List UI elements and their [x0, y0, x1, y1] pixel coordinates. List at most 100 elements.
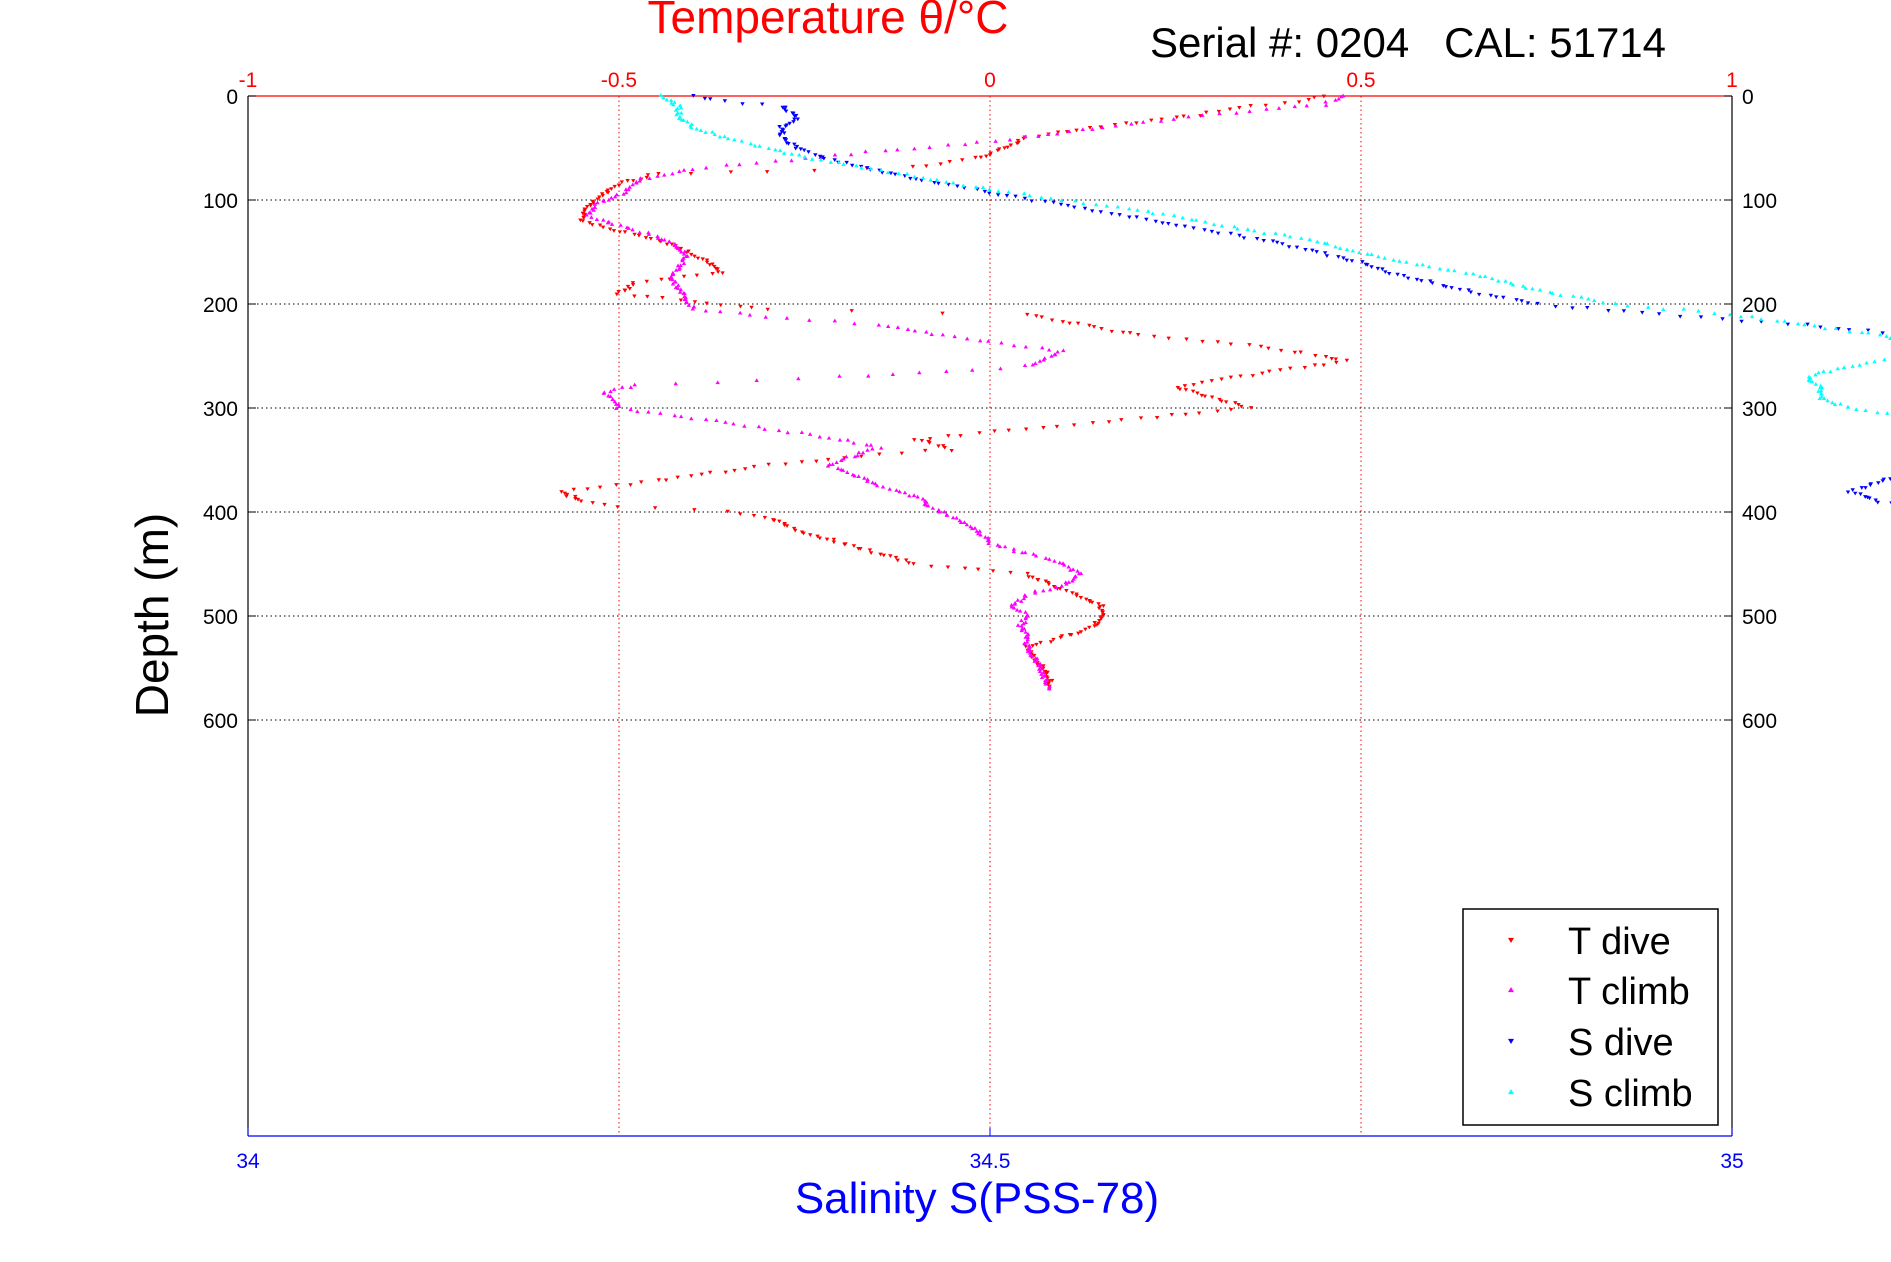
- data-point: [609, 195, 614, 200]
- data-point: [1822, 326, 1828, 331]
- data-point: [1816, 370, 1821, 375]
- data-point: [984, 154, 989, 159]
- data-point: [978, 532, 983, 537]
- data-point: [1298, 350, 1303, 355]
- data-point: [1043, 681, 1048, 686]
- data-point: [814, 459, 819, 464]
- data-point: [635, 409, 640, 414]
- data-point: [1656, 312, 1662, 316]
- data-point: [1739, 319, 1744, 324]
- data-point: [609, 222, 615, 226]
- data-point: [674, 112, 679, 117]
- data-point: [836, 160, 842, 165]
- data-point: [1191, 383, 1196, 387]
- data-point: [1215, 231, 1221, 236]
- data-point: [678, 298, 684, 303]
- data-point: [1248, 104, 1253, 108]
- data-point: [609, 187, 614, 192]
- data-point: [951, 180, 956, 185]
- data-point: [1158, 119, 1164, 123]
- data-point: [1087, 323, 1092, 328]
- data-point: [1100, 614, 1106, 619]
- data-point: [1414, 262, 1420, 267]
- data-point: [1880, 331, 1885, 336]
- data-point: [1022, 626, 1027, 631]
- data-point: [896, 171, 901, 176]
- data-point: [707, 470, 713, 475]
- data-point: [812, 168, 817, 173]
- data-point: [783, 109, 789, 114]
- data-point: [973, 155, 978, 160]
- data-point: [731, 421, 736, 426]
- data-point: [700, 257, 705, 262]
- data-point: [928, 177, 933, 182]
- data-point: [590, 223, 595, 227]
- data-point: [817, 434, 822, 439]
- data-point: [1036, 134, 1041, 138]
- data-point: [1712, 311, 1717, 316]
- data-point: [677, 169, 682, 173]
- data-point: [1350, 248, 1356, 253]
- data-point: [837, 437, 843, 442]
- data-point: [1055, 130, 1061, 135]
- data-point: [783, 138, 789, 142]
- data-point: [843, 542, 848, 547]
- data-point: [987, 191, 992, 196]
- data-point: [1041, 357, 1046, 362]
- data-point: [582, 209, 587, 214]
- data-point: [1323, 103, 1329, 107]
- data-point: [915, 494, 920, 499]
- data-point: [1048, 196, 1054, 201]
- data-point: [1112, 123, 1118, 127]
- data-point: [703, 417, 709, 422]
- data-point: [673, 381, 678, 386]
- legend-label-t-dive: T dive: [1568, 921, 1671, 963]
- data-point: [1875, 500, 1880, 505]
- data-point: [672, 413, 677, 418]
- data-point: [597, 195, 602, 200]
- data-point: [1261, 238, 1266, 243]
- data-point: [1025, 635, 1031, 639]
- data-point: [738, 512, 743, 517]
- data-point: [995, 193, 1001, 197]
- data-point: [1042, 199, 1048, 204]
- data-point: [1219, 377, 1224, 382]
- data-point: [839, 458, 844, 462]
- data-point: [912, 146, 917, 151]
- data-point: [974, 140, 980, 144]
- data-point: [703, 165, 709, 170]
- data-point: [658, 411, 663, 415]
- data-point: [1802, 322, 1807, 327]
- data-point: [1021, 596, 1027, 601]
- data-point: [1323, 99, 1328, 104]
- data-point: [601, 199, 607, 203]
- data-point: [1037, 669, 1043, 674]
- data-point: [894, 488, 899, 492]
- data-point: [1441, 284, 1446, 288]
- data-point: [1030, 575, 1035, 580]
- data-point: [626, 226, 631, 230]
- data-point: [678, 105, 684, 110]
- data-point: [785, 430, 790, 435]
- data-point: [600, 193, 605, 198]
- data-point: [864, 442, 869, 447]
- data-point: [789, 158, 794, 163]
- data-point: [1202, 228, 1207, 232]
- data-point: [1211, 222, 1217, 227]
- data-point: [742, 467, 748, 472]
- data-point: [632, 382, 637, 387]
- data-point: [1805, 322, 1810, 327]
- data-point: [1144, 217, 1149, 222]
- data-point: [845, 437, 851, 442]
- data-point: [1250, 374, 1256, 378]
- data-point: [1360, 260, 1365, 264]
- data-point: [1090, 127, 1095, 131]
- data-point: [1031, 552, 1036, 556]
- data-point: [825, 457, 831, 462]
- data-point: [876, 322, 881, 327]
- data-point: [704, 258, 710, 263]
- data-point: [1813, 382, 1819, 386]
- data-point: [662, 237, 667, 242]
- depth-tick-label-left: 0: [226, 86, 238, 109]
- data-point: [973, 184, 979, 189]
